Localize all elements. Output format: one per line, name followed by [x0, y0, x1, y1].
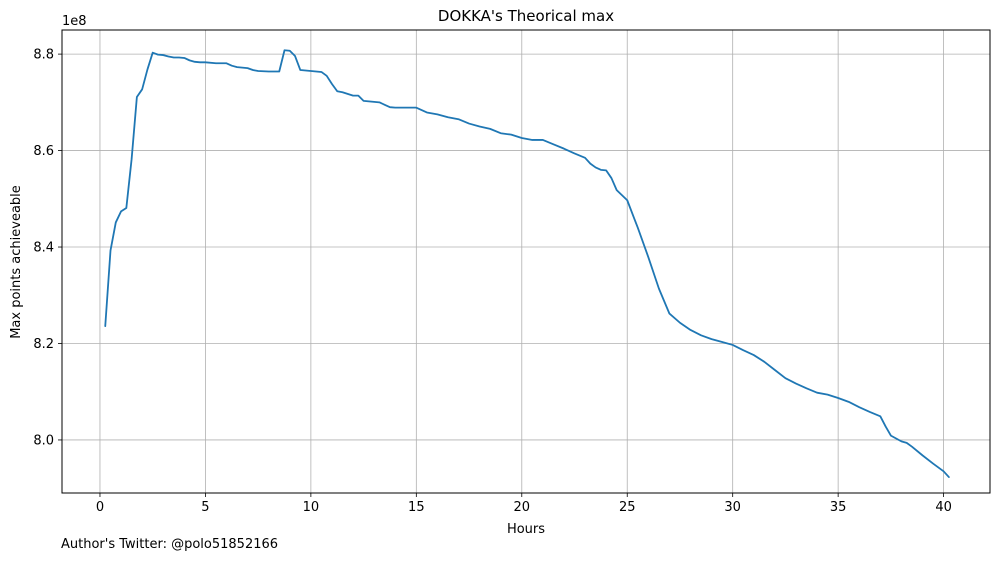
- plot-frame: [61, 29, 991, 494]
- x-tick-label: 5: [201, 500, 209, 515]
- x-axis-label: Hours: [507, 522, 545, 537]
- y-axis-label: Max points achieveable: [9, 185, 24, 339]
- x-tick-label: 20: [514, 500, 531, 515]
- x-tick-label: 15: [408, 500, 425, 515]
- y-tick-label: 8.0: [33, 433, 54, 448]
- y-tick-label: 8.8: [33, 48, 54, 63]
- x-tick-label: 30: [724, 500, 741, 515]
- grid: [62, 30, 990, 493]
- y-tick-label: 8.6: [33, 144, 54, 159]
- author-credit: Author's Twitter: @polo51852166: [61, 537, 279, 552]
- y-offset-label: 1e8: [62, 14, 87, 29]
- x-tick-label: 40: [935, 500, 952, 515]
- series-line: [104, 49, 950, 478]
- series-layer: [104, 49, 950, 478]
- x-tick-label: 0: [96, 500, 104, 515]
- y-tick-label: 8.4: [33, 241, 54, 256]
- x-tick-label: 25: [619, 500, 636, 515]
- x-tick-label: 10: [303, 500, 320, 515]
- y-tick-label: 8.2: [33, 337, 54, 352]
- axis-ticks: 0 5 10 15 20 25 30 35 40 8.0 8.2 8.4 8.6 8.8: [33, 48, 952, 515]
- x-tick-label: 35: [830, 500, 847, 515]
- chart-title: DOKKA's Theorical max: [438, 7, 614, 25]
